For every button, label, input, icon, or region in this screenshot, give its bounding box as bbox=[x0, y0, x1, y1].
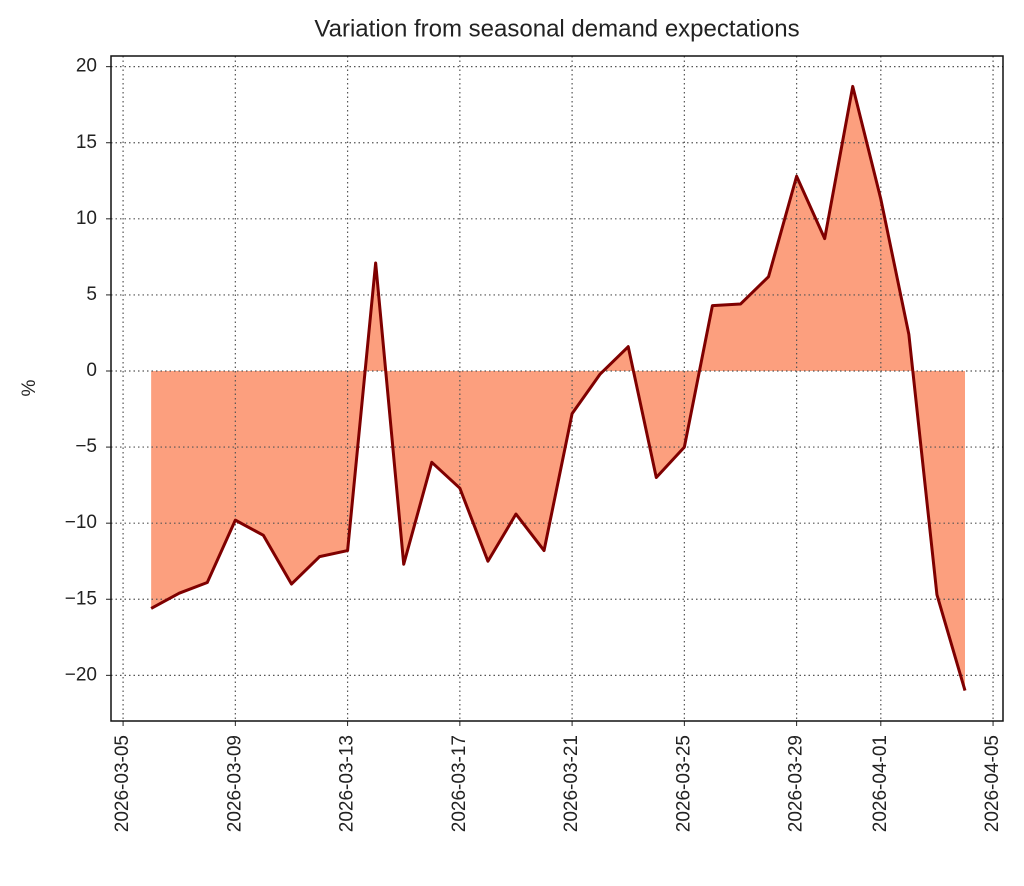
y-tick-label: −20 bbox=[65, 664, 97, 685]
y-axis-label: % bbox=[19, 379, 40, 396]
chart-title: Variation from seasonal demand expectati… bbox=[314, 15, 799, 42]
x-tick-label: 2026-03-05 bbox=[112, 735, 133, 832]
line bbox=[150, 84, 967, 691]
x-tick-label: 2026-03-09 bbox=[224, 735, 245, 832]
y-tick-label: −5 bbox=[75, 436, 97, 457]
x-tick-label: 2026-03-29 bbox=[786, 735, 807, 832]
y-tick-label: 5 bbox=[86, 284, 97, 305]
x-tick-label: 2026-04-05 bbox=[982, 735, 1003, 832]
y-tick-label: 10 bbox=[76, 208, 97, 229]
x-tick-label: 2026-03-13 bbox=[337, 735, 358, 832]
x-tick-label: 2026-03-17 bbox=[449, 735, 470, 832]
y-tick-label: −15 bbox=[65, 588, 97, 609]
x-tick-label: 2026-04-01 bbox=[870, 735, 891, 832]
area-fill bbox=[151, 86, 965, 691]
y-tick-label: −10 bbox=[65, 512, 97, 533]
y-tick-label: 15 bbox=[76, 132, 97, 153]
plot-frame bbox=[110, 55, 1004, 722]
x-tick-label: 2026-03-21 bbox=[561, 735, 582, 832]
x-tick-label: 2026-03-25 bbox=[673, 735, 694, 832]
y-tick-label: 20 bbox=[76, 56, 97, 77]
y-tick-label: 0 bbox=[86, 360, 97, 381]
